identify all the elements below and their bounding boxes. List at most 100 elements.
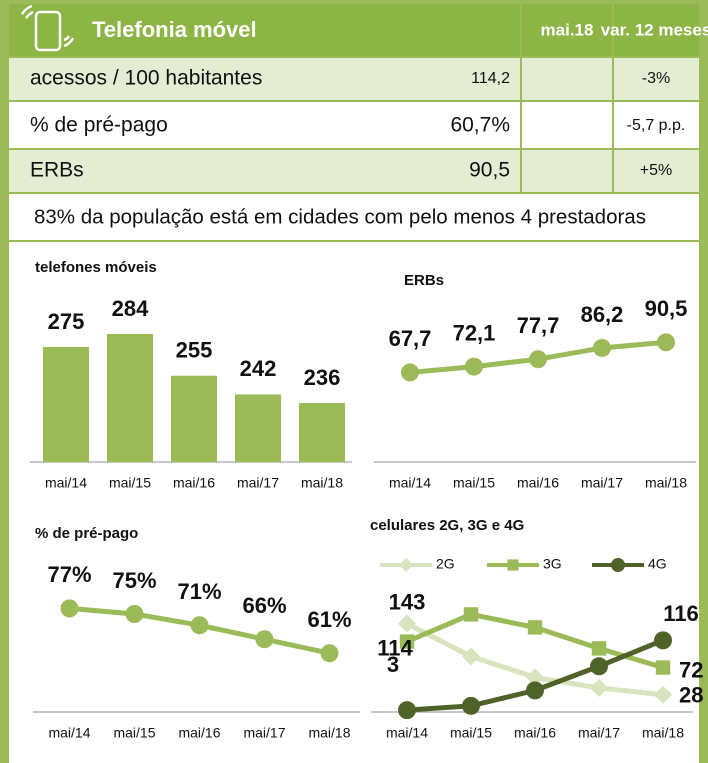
x-tick-label: mai/17 bbox=[237, 475, 279, 491]
marker bbox=[398, 701, 416, 720]
marker bbox=[190, 616, 209, 635]
bar bbox=[43, 346, 89, 462]
legend-label: 2G bbox=[436, 556, 455, 572]
x-tick-label: mai/14 bbox=[48, 725, 90, 741]
marker bbox=[611, 558, 625, 572]
row-cell bbox=[614, 58, 699, 100]
x-tick-label: mai/16 bbox=[517, 475, 559, 491]
x-tick-label: mai/14 bbox=[386, 725, 428, 741]
data-label: 275 bbox=[48, 309, 85, 334]
marker bbox=[463, 607, 479, 622]
data-label: 236 bbox=[304, 365, 341, 390]
data-label: 28 bbox=[679, 683, 703, 708]
marker bbox=[465, 357, 483, 376]
marker bbox=[657, 333, 675, 352]
x-tick-label: mai/15 bbox=[453, 475, 495, 491]
row-value: 114,2 bbox=[471, 70, 510, 87]
note: 83% da população está em cidades com pel… bbox=[34, 205, 646, 228]
marker bbox=[526, 681, 544, 700]
marker bbox=[125, 605, 144, 623]
row-label: % de pré-pago bbox=[30, 114, 168, 137]
phone-icon bbox=[20, 4, 75, 52]
chart-title: % de pré-pago bbox=[35, 525, 138, 542]
chart-title: telefones móveis bbox=[35, 259, 157, 276]
row-cell bbox=[522, 150, 612, 192]
data-label: 114 bbox=[377, 635, 413, 660]
marker bbox=[462, 696, 480, 715]
x-tick-label: mai/18 bbox=[642, 725, 684, 741]
x-tick-label: mai/17 bbox=[578, 725, 620, 741]
marker bbox=[529, 350, 547, 369]
row-cell bbox=[9, 58, 520, 100]
header-cell bbox=[522, 4, 612, 56]
x-tick-label: mai/14 bbox=[45, 475, 87, 491]
row-cell bbox=[614, 102, 699, 148]
marker bbox=[255, 630, 274, 649]
x-tick-label: mai/18 bbox=[645, 475, 687, 491]
marker bbox=[507, 559, 519, 571]
marker bbox=[655, 660, 671, 675]
data-label: 255 bbox=[176, 338, 213, 363]
bar bbox=[107, 334, 153, 462]
chart-title: celulares 2G, 3G e 4G bbox=[370, 517, 524, 534]
row-change: +5% bbox=[640, 162, 672, 179]
data-label: 61% bbox=[307, 607, 351, 632]
legend-label: 4G bbox=[648, 556, 667, 572]
x-tick-label: mai/17 bbox=[243, 725, 285, 741]
x-tick-label: mai/16 bbox=[514, 725, 556, 741]
data-label: 77% bbox=[47, 562, 91, 587]
marker bbox=[590, 657, 608, 676]
bar bbox=[299, 403, 345, 462]
header-cell bbox=[614, 4, 699, 56]
marker bbox=[398, 614, 416, 633]
row-change: -5,7 p.p. bbox=[627, 117, 686, 134]
row-label: acessos / 100 habitantes bbox=[30, 67, 262, 90]
data-label: 242 bbox=[240, 356, 277, 381]
bar bbox=[235, 394, 281, 462]
marker bbox=[591, 641, 607, 656]
row-cell bbox=[9, 102, 520, 148]
row-change: -3% bbox=[642, 70, 670, 87]
marker bbox=[593, 338, 611, 357]
x-tick-label: mai/17 bbox=[581, 475, 623, 491]
data-label: 67,7 bbox=[389, 326, 432, 351]
x-tick-label: mai/15 bbox=[109, 475, 151, 491]
data-label: 72 bbox=[679, 657, 703, 682]
x-tick-label: mai/15 bbox=[113, 725, 155, 741]
marker bbox=[590, 678, 608, 697]
bar bbox=[171, 375, 217, 462]
data-label: 75% bbox=[112, 568, 156, 593]
marker bbox=[526, 668, 544, 687]
marker bbox=[320, 644, 339, 663]
x-tick-label: mai/18 bbox=[308, 725, 350, 741]
chart-panel bbox=[9, 242, 699, 763]
marker bbox=[399, 558, 413, 572]
header-cell bbox=[9, 4, 520, 56]
header-label: mai.18 bbox=[541, 20, 594, 39]
header-title: Telefonia móvel bbox=[92, 17, 257, 42]
marker bbox=[60, 599, 79, 618]
marker bbox=[527, 620, 543, 635]
marker bbox=[401, 363, 419, 382]
data-label: 86,2 bbox=[581, 302, 624, 327]
marker bbox=[654, 631, 672, 650]
marker bbox=[462, 647, 480, 666]
data-label: 143 bbox=[389, 589, 426, 614]
row-cell bbox=[614, 150, 699, 192]
x-tick-label: mai/16 bbox=[178, 725, 220, 741]
row-cell bbox=[9, 150, 520, 192]
data-label: 66% bbox=[242, 593, 286, 618]
data-label: 72,1 bbox=[453, 320, 496, 345]
data-label: 3 bbox=[387, 652, 399, 677]
chart-title: ERBs bbox=[404, 272, 444, 289]
x-tick-label: mai/16 bbox=[173, 475, 215, 491]
note-cell bbox=[9, 194, 699, 240]
data-label: 116 bbox=[663, 601, 699, 626]
x-tick-label: mai/14 bbox=[389, 475, 431, 491]
marker bbox=[399, 634, 415, 649]
header-label: var. 12 meses bbox=[601, 20, 708, 39]
data-label: 77,7 bbox=[517, 313, 560, 338]
row-cell bbox=[522, 102, 612, 148]
x-tick-label: mai/15 bbox=[450, 725, 492, 741]
